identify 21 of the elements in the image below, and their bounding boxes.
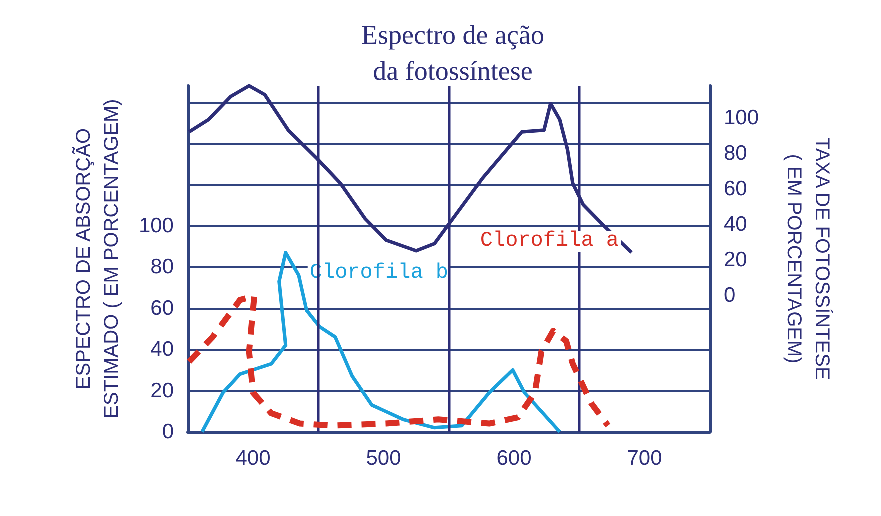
y-tick-label: 60 (150, 296, 174, 320)
text: Clorofila a (480, 230, 620, 254)
x-tick-label: 400 (236, 447, 271, 470)
y-axis-title: ESPECTRO DE ABSORÇÃO ESTIMADO ( EM PORCENTAGEM) (72, 99, 123, 419)
y-tick-label: 100 (138, 214, 174, 238)
x-tick-label: 700 (627, 447, 662, 470)
y2-tick-label: 80 (724, 142, 748, 165)
y-tick-label: 40 (150, 338, 174, 362)
line-series (200, 251, 562, 434)
chart-title: Espectro de ação da fotossíntese (362, 20, 544, 86)
y-tick-label: 20 (150, 379, 174, 402)
y2-tick-label: 40 (724, 212, 748, 236)
x-tick-label: 600 (496, 447, 532, 470)
y2-tick-label: 60 (724, 177, 748, 200)
y2-tick-label: 0 (724, 284, 736, 307)
y2-tick-label: 100 (724, 106, 760, 130)
y-tick-label: 80 (150, 256, 174, 279)
y-tick-label: 0 (162, 420, 174, 444)
y2-tick-label: 20 (724, 248, 748, 272)
y2-axis-title: TAXA DE FOTOSSÍNTESE ( EM PORCENTAGEM) (783, 138, 834, 380)
x-tick-label: 500 (366, 447, 402, 470)
